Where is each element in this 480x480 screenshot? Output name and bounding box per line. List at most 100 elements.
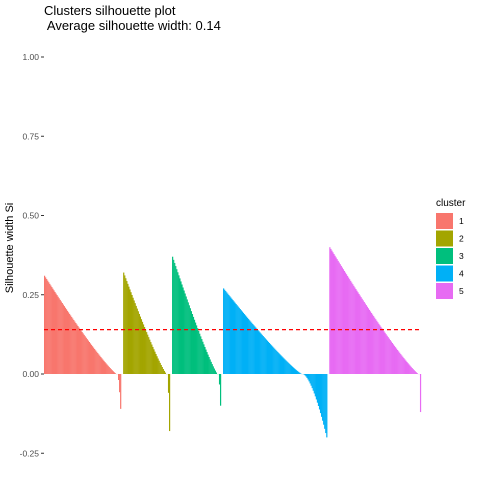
silhouette-bar [317, 374, 320, 406]
silhouette-bar [133, 300, 135, 374]
silhouette-bar [354, 287, 356, 374]
silhouette-bar [293, 368, 296, 374]
silhouette-bar [242, 312, 245, 374]
silhouette-bar [164, 372, 167, 374]
silhouette-bar [70, 315, 72, 374]
silhouette-bar [358, 293, 360, 374]
silhouette-bar [402, 356, 404, 374]
silhouette-bar [319, 374, 322, 414]
silhouette-bar [280, 355, 282, 374]
silhouette-bar [285, 360, 287, 374]
silhouette-bar [142, 324, 145, 374]
silhouette-bar [182, 287, 184, 374]
silhouette-bar [391, 342, 394, 374]
silhouette-bar [135, 305, 137, 374]
silhouette-bar [95, 350, 97, 374]
silhouette-bar [112, 371, 114, 374]
silhouette-bar [197, 328, 199, 374]
silhouette-bar [325, 374, 327, 434]
silhouette-bar [83, 334, 85, 374]
silhouette-bar [72, 318, 74, 374]
legend-label-4: 4 [459, 269, 464, 279]
silhouette-bar [404, 359, 406, 374]
silhouette-bar [167, 374, 170, 393]
silhouette-bar [380, 326, 382, 374]
silhouette-bar [87, 340, 89, 374]
silhouette-bar [312, 374, 314, 391]
silhouette-bar [346, 275, 349, 374]
silhouette-bar [281, 356, 283, 374]
bars-group [44, 247, 422, 438]
silhouette-bar [405, 360, 407, 374]
silhouette-bar [187, 302, 189, 374]
silhouette-bar [153, 349, 155, 374]
silhouette-bar [137, 311, 139, 374]
silhouette-bar [290, 365, 292, 374]
silhouette-bar [114, 373, 117, 374]
silhouette-bar [55, 293, 57, 374]
legend-label-5: 5 [459, 286, 464, 296]
legend-swatch-2 [436, 230, 453, 247]
silhouette-bar [403, 358, 405, 374]
silhouette-bar [249, 320, 251, 374]
silhouette-bar [407, 363, 409, 374]
silhouette-bar [65, 309, 68, 374]
silhouette-bar [193, 319, 196, 374]
silhouette-bar [129, 289, 131, 374]
y-tick-label: 0.00 [22, 369, 39, 379]
silhouette-bar [90, 344, 93, 374]
silhouette-bar [351, 282, 353, 374]
silhouette-bar [111, 370, 113, 374]
silhouette-bar [386, 335, 388, 374]
silhouette-bar [307, 374, 309, 380]
silhouette-bar [76, 324, 78, 374]
silhouette-bar [345, 274, 348, 374]
silhouette-bar [289, 364, 291, 374]
silhouette-bar [49, 283, 51, 374]
silhouette-bar [127, 283, 129, 374]
silhouette-bar [326, 374, 328, 438]
silhouette-bar [159, 362, 161, 374]
silhouette-bar [78, 327, 80, 374]
silhouette-bar [401, 355, 403, 374]
silhouette-bar [62, 304, 64, 374]
silhouette-bar [245, 316, 248, 374]
silhouette-bar [207, 354, 209, 374]
silhouette-bar [51, 287, 53, 374]
silhouette-bar [398, 351, 400, 374]
silhouette-bar [395, 348, 398, 374]
silhouette-bar [52, 288, 54, 374]
silhouette-bar [160, 364, 162, 374]
silhouette-bar [155, 353, 157, 374]
silhouette-bar [136, 308, 138, 374]
silhouette-bar [179, 278, 181, 374]
silhouette-bar [316, 374, 319, 403]
silhouette-bar [406, 361, 408, 374]
silhouette-bar [154, 351, 156, 374]
silhouette-bar [273, 347, 275, 374]
silhouette-bar [229, 296, 231, 374]
silhouette-bar [298, 371, 300, 374]
silhouette-bar [85, 337, 87, 374]
silhouette-bar [186, 299, 188, 374]
silhouette-bar [339, 264, 341, 374]
silhouette-bar [148, 337, 150, 374]
silhouette-bar [240, 310, 242, 374]
silhouette-bar [390, 341, 392, 374]
cluster-2-bars [123, 272, 171, 432]
silhouette-bar [365, 305, 367, 374]
silhouette-bar [203, 344, 205, 374]
silhouette-bar [215, 372, 218, 374]
silhouette-bar [45, 277, 47, 374]
silhouette-bar [356, 290, 358, 374]
silhouette-bar [82, 333, 84, 374]
silhouette-bar [183, 290, 185, 374]
silhouette-bar [110, 369, 112, 374]
silhouette-bar [348, 277, 350, 374]
silhouette-bar [98, 354, 100, 374]
silhouette-bar [397, 349, 399, 374]
silhouette-bar [180, 281, 182, 374]
silhouette-bar [366, 306, 368, 374]
silhouette-bar [104, 362, 106, 374]
silhouette-bar [184, 293, 186, 374]
